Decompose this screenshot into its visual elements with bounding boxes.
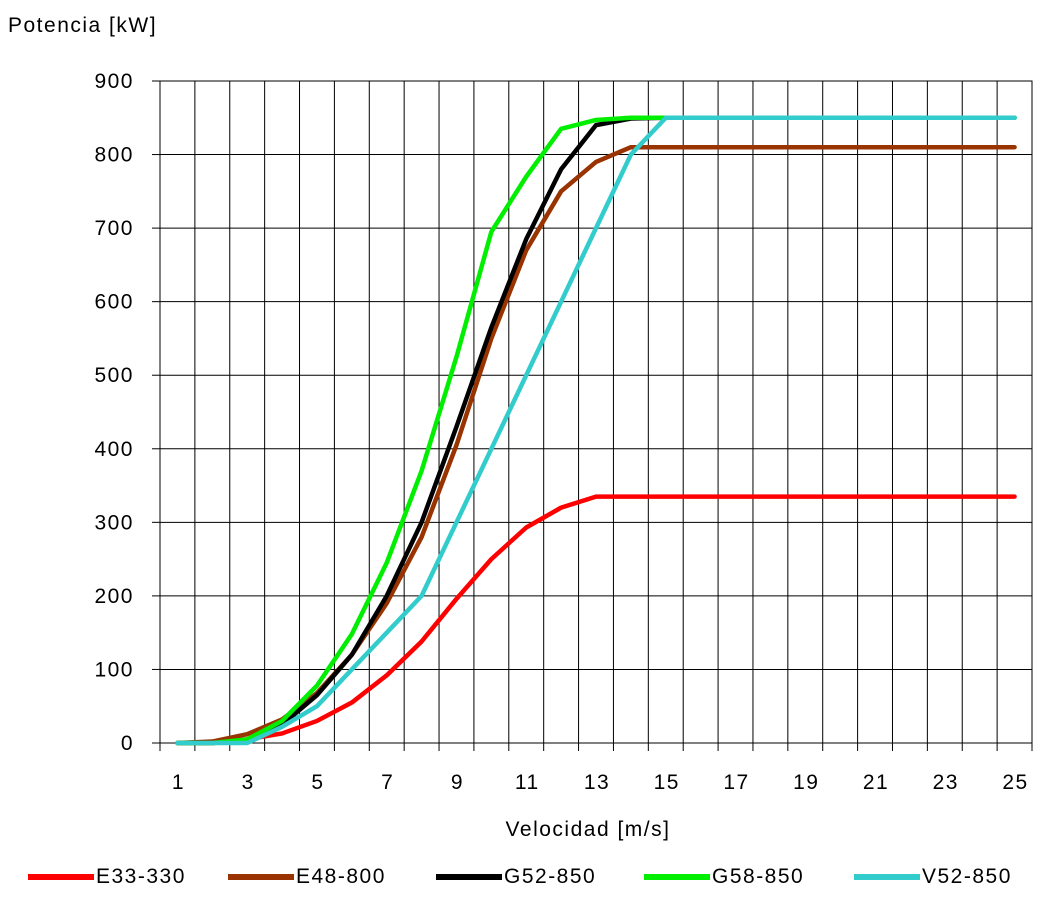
x-tick-label: 3 bbox=[242, 771, 255, 794]
x-tick-label: 19 bbox=[793, 771, 819, 794]
series-line-g52-850 bbox=[175, 115, 1017, 746]
legend-swatch bbox=[854, 874, 920, 880]
series-line-g58-850 bbox=[175, 115, 1017, 746]
y-tick-labels: 0 100 200 300 400 500 600 700 800 900 bbox=[94, 70, 134, 755]
legend-item: E33-330 bbox=[28, 857, 186, 897]
x-tick-labels: 1 3 5 7 9 11 13 15 17 19 21 23 25 bbox=[172, 771, 1028, 794]
series-line-v52-850 bbox=[175, 115, 1017, 746]
x-tick-label: 23 bbox=[933, 771, 959, 794]
x-tick-label: 1 bbox=[172, 771, 185, 794]
y-tick-label: 0 bbox=[121, 732, 134, 755]
x-tick-label: 15 bbox=[654, 771, 680, 794]
axes bbox=[152, 80, 1033, 751]
legend: E33-330 E48-800 G52-850 G58-850 V52-850 bbox=[0, 857, 1046, 897]
x-tick-label: 9 bbox=[451, 771, 464, 794]
legend-label: E48-800 bbox=[296, 865, 386, 888]
x-tick-label: 7 bbox=[381, 771, 394, 794]
legend-label: E33-330 bbox=[96, 865, 186, 888]
y-axis-label: Potencia [kW] bbox=[8, 14, 158, 37]
y-tick-label: 800 bbox=[94, 144, 134, 167]
x-tick-label: 11 bbox=[515, 771, 540, 794]
x-axis-label: Velocidad [m/s] bbox=[505, 818, 671, 841]
y-tick-label: 100 bbox=[94, 658, 134, 681]
y-tick-label: 400 bbox=[94, 438, 134, 461]
y-tick-label: 200 bbox=[94, 585, 134, 608]
y-tick-label: 900 bbox=[94, 70, 134, 93]
x-tick-label: 13 bbox=[584, 771, 610, 794]
legend-item: V52-850 bbox=[854, 857, 1012, 897]
x-tick-label: 17 bbox=[723, 771, 749, 794]
legend-label: G58-850 bbox=[712, 865, 805, 888]
x-tick-label: 5 bbox=[311, 771, 324, 794]
legend-label: V52-850 bbox=[922, 865, 1012, 888]
y-tick-label: 500 bbox=[94, 364, 134, 387]
series-line-e48-800 bbox=[175, 144, 1017, 746]
x-tick-label: 21 bbox=[863, 771, 889, 794]
legend-item: E48-800 bbox=[228, 857, 386, 897]
x-tick-label: 25 bbox=[1002, 771, 1028, 794]
legend-item: G58-850 bbox=[644, 857, 804, 897]
series-line-e33-330 bbox=[175, 494, 1017, 746]
legend-swatch bbox=[436, 874, 502, 880]
legend-label: G52-850 bbox=[504, 865, 597, 888]
legend-swatch bbox=[228, 874, 294, 880]
plot-frame bbox=[159, 80, 1033, 744]
series-lines bbox=[175, 115, 1017, 746]
grid bbox=[159, 80, 1033, 744]
legend-swatch bbox=[28, 874, 94, 880]
legend-item: G52-850 bbox=[436, 857, 596, 897]
y-tick-label: 700 bbox=[94, 217, 134, 240]
legend-swatch bbox=[644, 874, 710, 880]
y-tick-label: 600 bbox=[94, 291, 134, 314]
y-tick-label: 300 bbox=[94, 511, 134, 534]
